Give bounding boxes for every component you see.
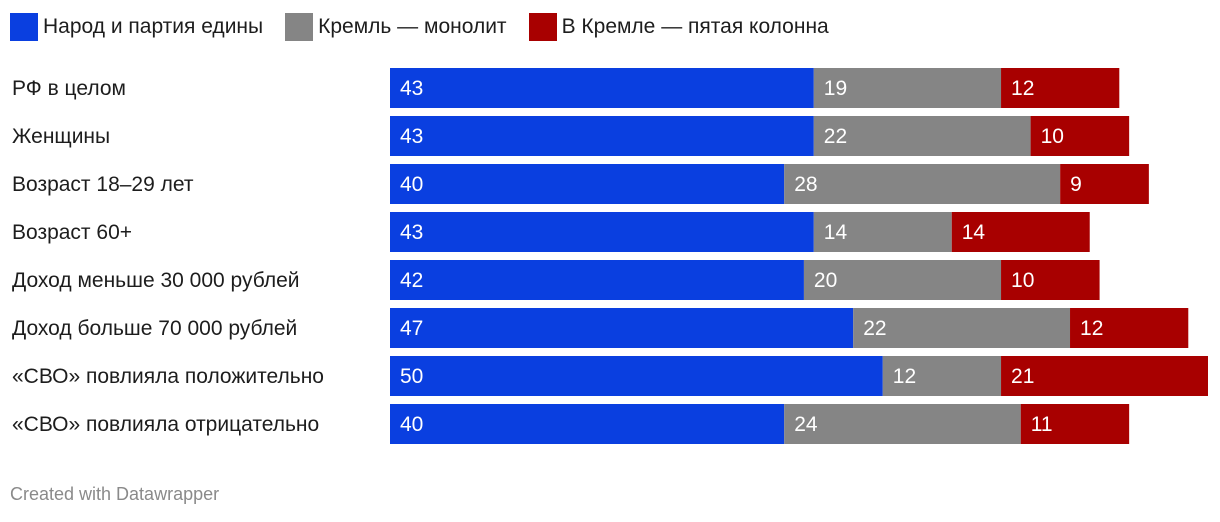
row-label: Доход меньше 30 000 рублей — [12, 269, 299, 292]
bar-segment — [951, 212, 1090, 252]
row-label: Доход больше 70 000 рублей — [12, 317, 297, 340]
bar-segment — [784, 164, 1061, 204]
bar-segment — [1020, 404, 1130, 444]
legend-item-united: Народ и партия едины — [10, 13, 263, 41]
bar-segment — [1001, 68, 1120, 108]
bar-row: Возраст 60+ 43 14 14 — [12, 212, 1090, 252]
bar-segment — [390, 212, 814, 252]
bar-row: РФ в целом 43 19 12 — [12, 68, 1120, 108]
bar-segment — [1001, 356, 1208, 396]
legend-swatch-monolith — [285, 13, 314, 41]
legend-label-fifth-column: В Кремле — пятая колонна — [561, 15, 829, 38]
bar-segment — [390, 68, 814, 108]
bar-segment — [1001, 260, 1100, 300]
chart-legend: Народ и партия едины Кремль — монолит В … — [10, 12, 851, 42]
bar-segment — [784, 404, 1021, 444]
bar-segment — [1070, 308, 1189, 348]
bar-segment — [390, 308, 854, 348]
bar-value-label: 11 — [1031, 413, 1053, 436]
bar-row: Женщины 43 22 10 — [12, 116, 1130, 156]
row-label: РФ в целом — [12, 77, 126, 100]
bar-value-label: 12 — [893, 365, 916, 388]
bar-segment — [390, 356, 883, 396]
stacked-bar-chart: РФ в целом 43 19 12 Женщины 43 22 10 Возраст 18–… — [12, 68, 1208, 444]
bar-segment — [813, 212, 952, 252]
bar-value-label: 14 — [824, 221, 848, 244]
bar-row: Доход больше 70 000 рублей 47 22 12 — [12, 308, 1189, 348]
bar-segment — [390, 164, 785, 204]
bar-segment — [813, 68, 1002, 108]
bar-value-label: 12 — [1080, 317, 1103, 340]
bar-value-label: 40 — [400, 413, 423, 436]
bar-segment — [390, 404, 785, 444]
bar-segment — [390, 260, 804, 300]
legend-label-united: Народ и партия едины — [43, 15, 264, 38]
bar-row: «СВО» повлияла отрицательно 40 24 11 — [12, 404, 1130, 444]
bar-value-label: 12 — [1011, 77, 1034, 100]
bar-value-label: 9 — [1070, 173, 1082, 196]
bar-value-label: 22 — [863, 317, 886, 340]
bar-segment — [853, 308, 1071, 348]
bar-value-label: 43 — [400, 77, 423, 100]
legend-swatch-united — [10, 13, 38, 41]
legend-item-monolith: Кремль — монолит — [285, 13, 507, 41]
row-label: «СВО» повлияла положительно — [12, 365, 324, 388]
bar-value-label: 47 — [400, 317, 423, 340]
bar-row: «СВО» повлияла положительно 50 12 21 — [12, 356, 1208, 396]
row-label: «СВО» повлияла отрицательно — [12, 413, 319, 436]
legend-swatch-fifth-column — [528, 13, 557, 41]
bar-value-label: 43 — [400, 221, 423, 244]
bar-value-label: 14 — [962, 221, 986, 244]
bar-segment — [390, 116, 814, 156]
bar-value-label: 40 — [400, 173, 423, 196]
bar-row: Возраст 18–29 лет 40 28 9 — [12, 164, 1149, 204]
bar-value-label: 43 — [400, 125, 423, 148]
bar-value-label: 19 — [824, 77, 847, 100]
datawrapper-credit: Created with Datawrapper — [10, 484, 220, 504]
row-label: Возраст 60+ — [12, 221, 132, 244]
bar-segment — [803, 260, 1002, 300]
bar-value-label: 20 — [814, 269, 837, 292]
bar-row: Доход меньше 30 000 рублей 42 20 10 — [12, 260, 1100, 300]
bar-segment — [1030, 116, 1130, 156]
bar-value-label: 50 — [400, 365, 423, 388]
bar-value-label: 22 — [824, 125, 847, 148]
bar-value-label: 10 — [1011, 269, 1034, 292]
bar-value-label: 24 — [794, 413, 818, 436]
bar-segment — [813, 116, 1031, 156]
row-label: Возраст 18–29 лет — [12, 173, 194, 196]
bar-segment — [1060, 164, 1149, 204]
bar-value-label: 21 — [1011, 365, 1034, 388]
legend-item-fifth-column: В Кремле — пятая колонна — [528, 13, 829, 41]
bar-value-label: 10 — [1041, 125, 1064, 148]
legend-label-monolith: Кремль — монолит — [318, 15, 507, 38]
bar-value-label: 42 — [400, 269, 423, 292]
row-label: Женщины — [12, 125, 110, 148]
bar-segment — [882, 356, 1002, 396]
bar-value-label: 28 — [794, 173, 817, 196]
